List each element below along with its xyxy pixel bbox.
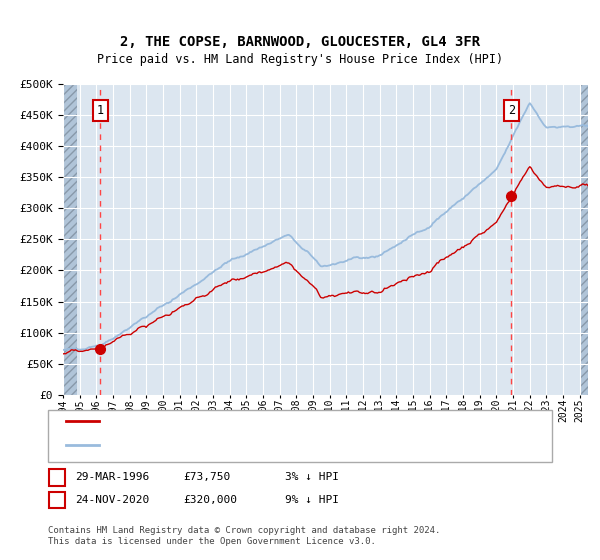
Text: 2: 2 [53,494,61,505]
Bar [580,84,588,395]
Text: 24-NOV-2020: 24-NOV-2020 [75,494,149,505]
Text: £73,750: £73,750 [183,472,230,482]
Text: 2, THE COPSE, BARNWOOD, GLOUCESTER, GL4 3FR (detached house): 2, THE COPSE, BARNWOOD, GLOUCESTER, GL4 … [102,416,477,426]
Text: Contains HM Land Registry data © Crown copyright and database right 2024.
This d: Contains HM Land Registry data © Crown c… [48,526,440,546]
Text: 9% ↓ HPI: 9% ↓ HPI [285,494,339,505]
Text: Price paid vs. HM Land Registry's House Price Index (HPI): Price paid vs. HM Land Registry's House … [97,53,503,67]
Text: 3% ↓ HPI: 3% ↓ HPI [285,472,339,482]
Text: 1: 1 [97,104,104,117]
Bar [63,84,77,395]
Text: 29-MAR-1996: 29-MAR-1996 [75,472,149,482]
Text: HPI: Average price, detached house, Gloucester: HPI: Average price, detached house, Glou… [102,440,389,450]
Text: 2, THE COPSE, BARNWOOD, GLOUCESTER, GL4 3FR: 2, THE COPSE, BARNWOOD, GLOUCESTER, GL4 … [120,35,480,49]
Text: £320,000: £320,000 [183,494,237,505]
Text: 1: 1 [53,472,61,482]
Text: 2: 2 [508,104,515,117]
